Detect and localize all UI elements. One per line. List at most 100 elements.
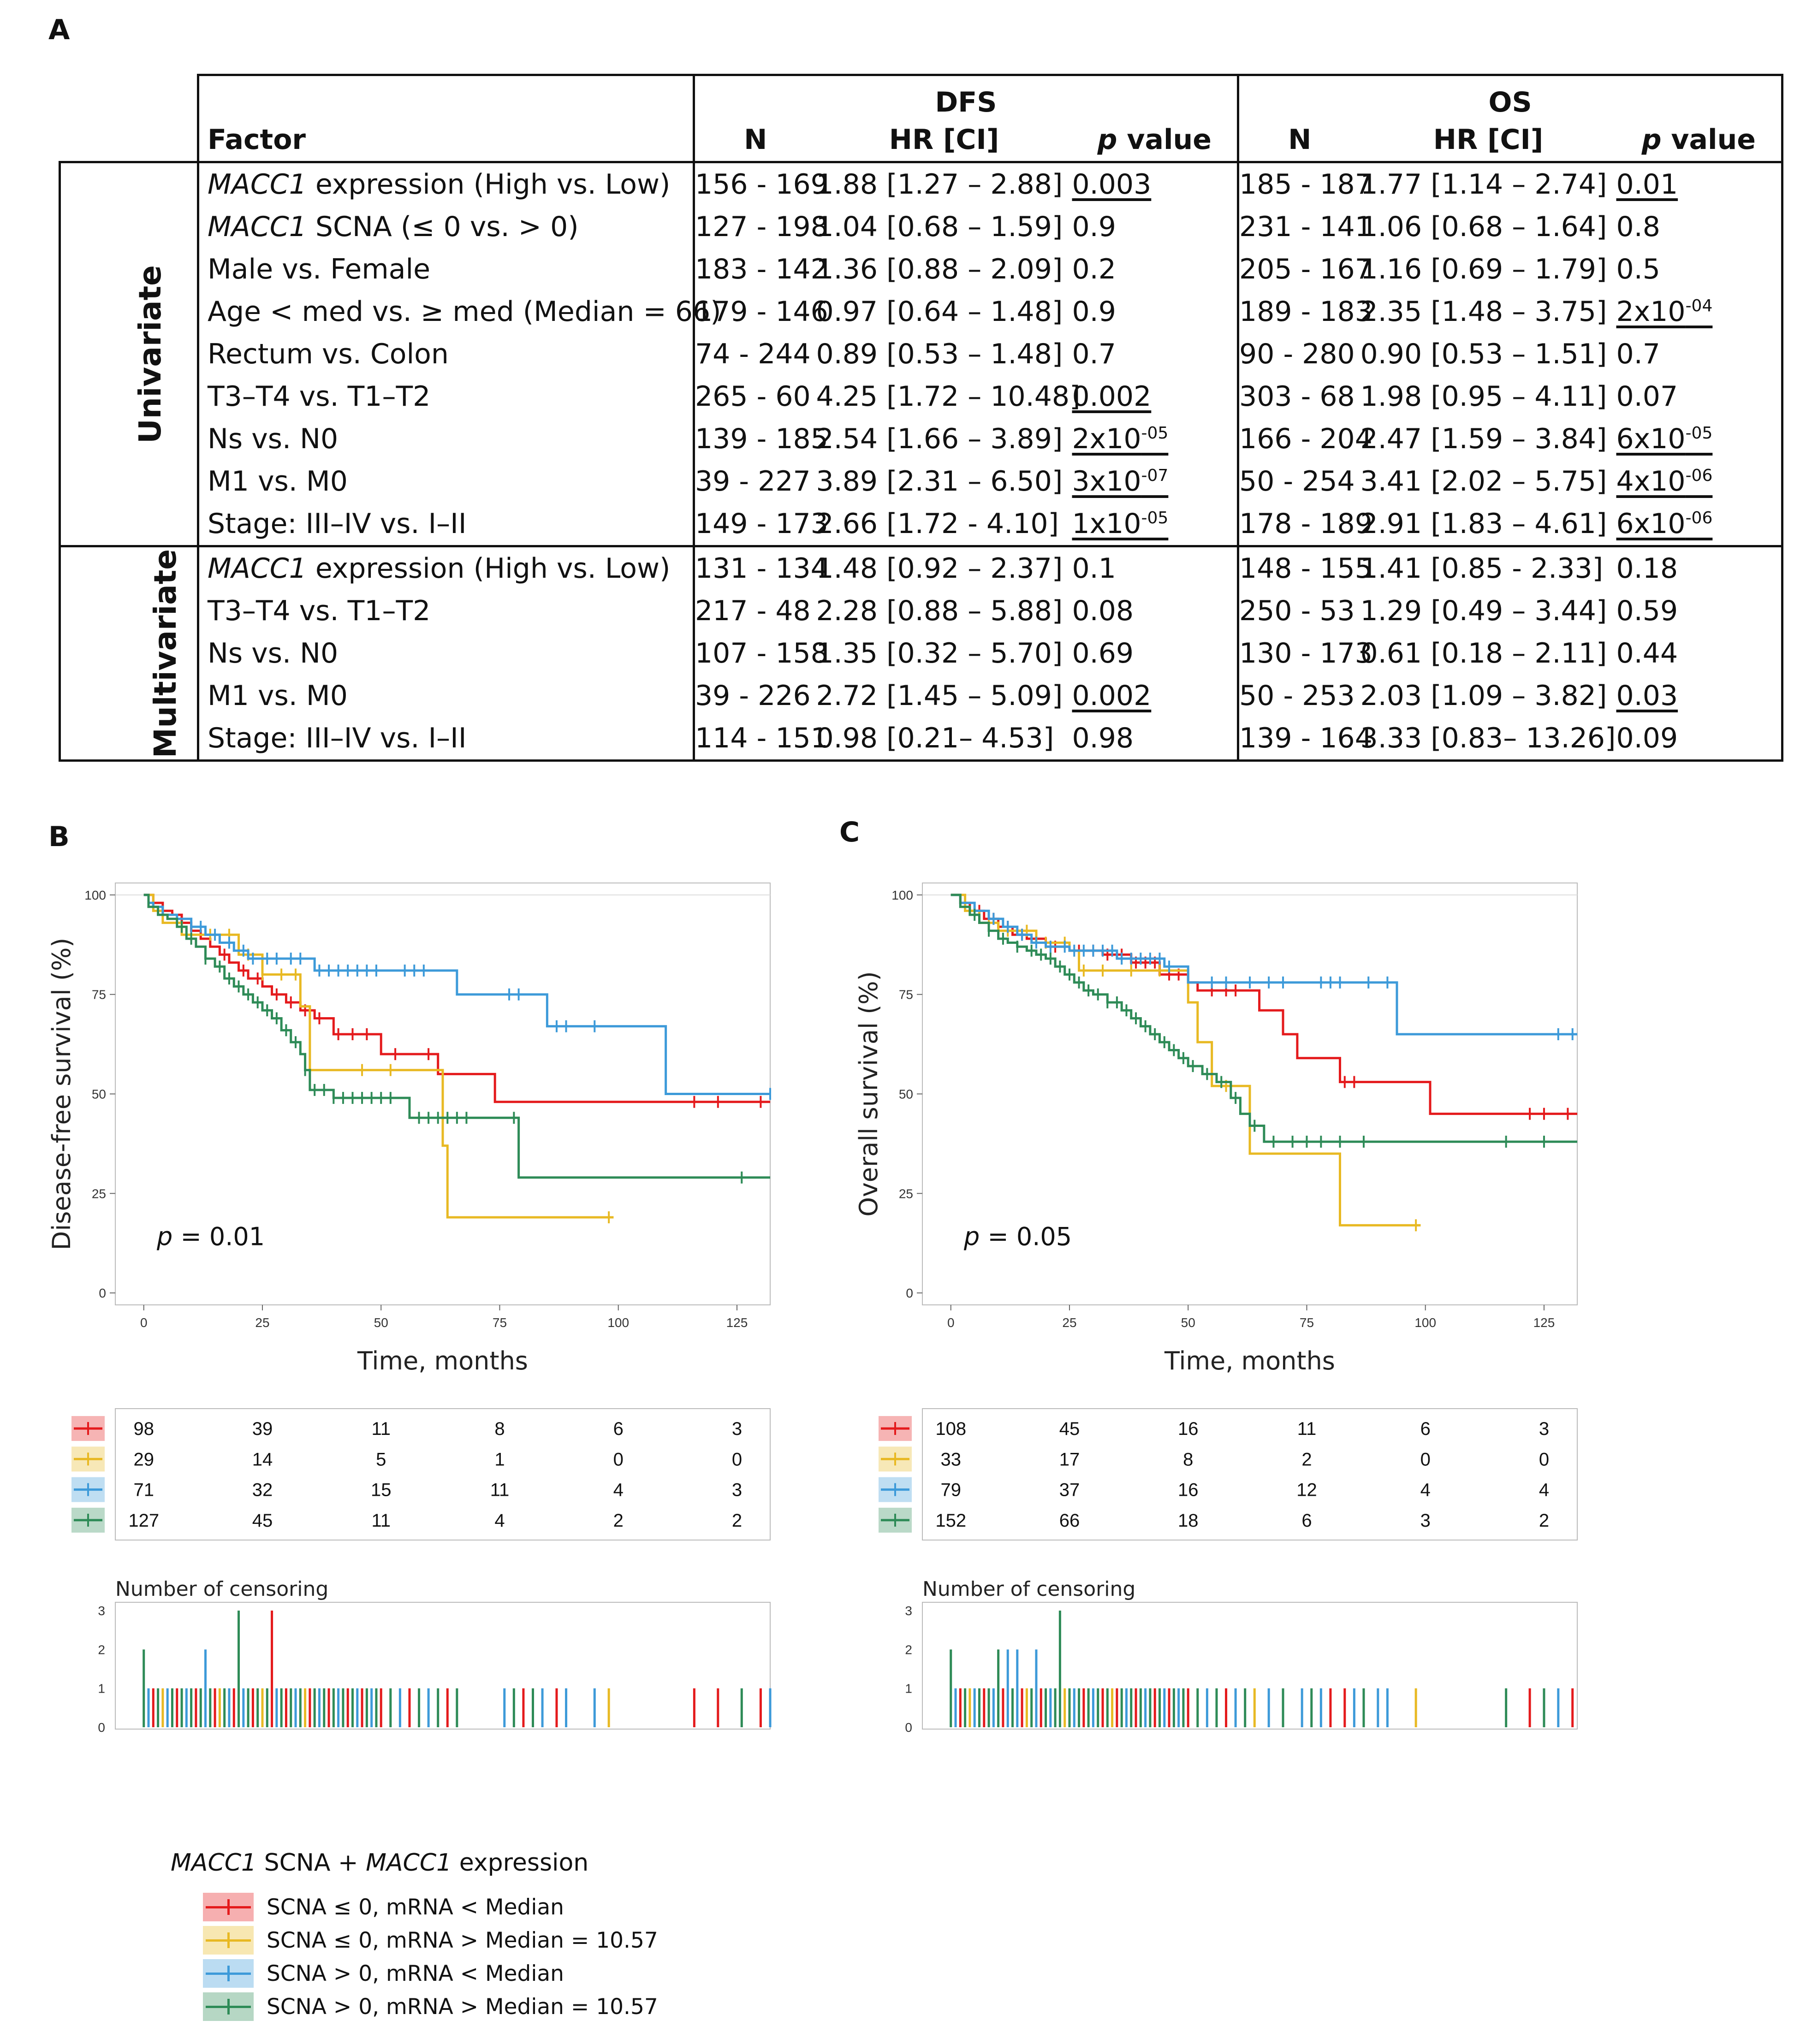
risk-count: 0 bbox=[613, 1449, 624, 1469]
dfs-n-cell: 265 - 60 bbox=[693, 375, 816, 418]
os-hr-cell: 3.41 [2.02 – 5.75] bbox=[1360, 465, 1607, 498]
factor-cell: Ns vs. N0 bbox=[197, 632, 694, 675]
legend-title: MACC1 SCNA + MACC1 expression bbox=[171, 1849, 589, 1877]
risk-count: 152 bbox=[935, 1511, 966, 1531]
os-n-cell: 90 - 280 bbox=[1237, 333, 1360, 375]
risk-count: 5 bbox=[376, 1449, 386, 1469]
panel-label-b: B bbox=[48, 821, 70, 853]
dfs-hr-cell: 0.97 [0.64 – 1.48] bbox=[816, 296, 1063, 328]
risk-count: 37 bbox=[1059, 1480, 1080, 1500]
os-p-cell: 6x10-05 bbox=[1616, 418, 1784, 460]
risk-count: 4 bbox=[494, 1511, 505, 1531]
y-axis-title: Overall survival (%) bbox=[854, 971, 883, 1216]
dfs-hr-cell: 1.88 [1.27 – 2.88] bbox=[816, 168, 1063, 201]
legend-item: SCNA > 0, mRNA < Median bbox=[171, 1957, 724, 1990]
legend-item: SCNA > 0, mRNA > Median = 10.57 bbox=[171, 1990, 724, 2023]
table-row: M1 vs. M0 39 - 226 2.72 [1.45 – 5.09] 0.002… bbox=[60, 675, 1784, 717]
os-n-cell: 50 - 254 bbox=[1237, 460, 1360, 503]
p-value-text: p = 0.01 bbox=[156, 1222, 265, 1251]
dfs-hr-cell: 1.48 [0.92 – 2.37] bbox=[816, 552, 1063, 585]
x-tick-label: 125 bbox=[726, 1315, 748, 1330]
factor-cell: M1 vs. M0 bbox=[197, 460, 694, 503]
factor-cell: MACC1 expression (High vs. Low) bbox=[197, 546, 694, 590]
dfs-p-cell: 0.69 bbox=[1072, 637, 1134, 669]
series-green bbox=[143, 894, 770, 1184]
os-p-cell: 0.03 bbox=[1616, 675, 1784, 717]
os-hr-cell: 1.77 [1.14 – 2.74] bbox=[1360, 168, 1607, 201]
y-tick-label: 0 bbox=[99, 1286, 106, 1300]
os-p-header: p value bbox=[1616, 118, 1784, 163]
y-tick-label: 25 bbox=[899, 1186, 913, 1201]
legend-item: SCNA ≤ 0, mRNA < Median bbox=[171, 1890, 724, 1924]
table-row: Male vs. Female 183 - 142 1.36 [0.88 – 2.0… bbox=[60, 248, 1784, 290]
dfs-p-cell: 0.002 bbox=[1072, 380, 1152, 413]
dfs-n-header: N bbox=[693, 118, 816, 163]
y-axis-title: Disease-free survival (%) bbox=[47, 938, 76, 1250]
risk-count: 79 bbox=[940, 1480, 961, 1500]
os-p-cell: 6x10-06 bbox=[1616, 503, 1784, 547]
dfs-n-cell: 139 - 185 bbox=[693, 418, 828, 460]
dfs-hr-cell: 2.54 [1.66 – 3.89] bbox=[816, 423, 1063, 455]
os-hr-cell: 2.91 [1.83 – 4.61] bbox=[1360, 503, 1616, 547]
risk-count: 3 bbox=[732, 1480, 742, 1500]
x-tick-label: 75 bbox=[493, 1315, 507, 1330]
risk-count: 2 bbox=[732, 1511, 742, 1531]
factor-header-top bbox=[197, 74, 694, 118]
risk-count: 71 bbox=[133, 1480, 154, 1500]
risk-count: 8 bbox=[494, 1419, 505, 1439]
os-p-cell: 2x10-04 bbox=[1616, 290, 1784, 333]
legend-items: SCNA ≤ 0, mRNA < Median SCNA ≤ 0, mRNA > … bbox=[171, 1890, 724, 2023]
x-tick-label: 100 bbox=[607, 1315, 629, 1330]
x-tick-label: 100 bbox=[1414, 1315, 1436, 1330]
factor-cell: Age < med vs. ≥ med (Median = 66) bbox=[197, 290, 721, 333]
dfs-n-cell: 179 - 146 bbox=[693, 290, 828, 333]
risk-count: 6 bbox=[613, 1419, 624, 1439]
dfs-p-cell: 0.2 bbox=[1072, 253, 1116, 285]
legend-label: SCNA > 0, mRNA > Median = 10.57 bbox=[267, 1994, 658, 2020]
x-tick-label: 75 bbox=[1300, 1315, 1314, 1330]
dfs-hr-cell: 0.98 [0.21– 4.53] bbox=[816, 717, 1072, 762]
risk-count: 3 bbox=[1539, 1419, 1549, 1439]
dfs-hr-header: HR [CI] bbox=[816, 118, 1072, 163]
table-row: MACC1 SCNA (≤ 0 vs. > 0) 127 - 198 1.04 [0… bbox=[60, 206, 1784, 248]
factor-cell: MACC1 SCNA (≤ 0 vs. > 0) bbox=[197, 206, 694, 248]
dfs-hr-cell: 4.25 [1.72 – 10.48] bbox=[816, 380, 1081, 413]
os-n-cell: 189 - 183 bbox=[1237, 290, 1372, 333]
km-curve bbox=[143, 894, 770, 1095]
y-tick-label: 25 bbox=[92, 1186, 106, 1201]
risk-count: 6 bbox=[1420, 1419, 1431, 1439]
os-p-cell: 0.09 bbox=[1616, 717, 1784, 762]
dfs-n-cell: 39 - 226 bbox=[693, 675, 816, 717]
dfs-p-cell: 0.9 bbox=[1072, 211, 1116, 243]
censoring-y-tick: 3 bbox=[98, 1604, 105, 1618]
dfs-hr-cell: 2.66 [1.72 - 4.10] bbox=[816, 503, 1072, 547]
multivariate-group-label: Multivariate bbox=[59, 546, 198, 762]
dfs-hr-cell: 3.89 [2.31 – 6.50] bbox=[816, 465, 1063, 498]
factor-cell: Rectum vs. Colon bbox=[197, 333, 694, 375]
km-curve bbox=[143, 894, 770, 1179]
table-row: M1 vs. M0 39 - 227 3.89 [2.31 – 6.50] 3x10-… bbox=[60, 460, 1784, 503]
risk-count: 1 bbox=[494, 1449, 505, 1469]
dfs-hr-cell: 2.72 [1.45 – 5.09] bbox=[816, 680, 1063, 712]
y-tick-label: 0 bbox=[906, 1286, 913, 1300]
table-row: Age < med vs. ≥ med (Median = 66) 179 - 1… bbox=[60, 290, 1784, 333]
os-hr-cell: 2.35 [1.48 – 3.75] bbox=[1360, 296, 1607, 328]
os-p-cell: 0.5 bbox=[1616, 248, 1784, 290]
risk-count: 66 bbox=[1059, 1511, 1080, 1531]
os-n-cell: 178 - 189 bbox=[1237, 503, 1372, 547]
dfs-n-cell: 156 - 169 bbox=[693, 162, 828, 206]
os-p-cell: 0.59 bbox=[1616, 590, 1784, 632]
dfs-p-header: p value bbox=[1072, 118, 1238, 163]
dfs-header: DFS bbox=[692, 74, 1238, 118]
os-hr-cell: 0.90 [0.53 – 1.51] bbox=[1360, 338, 1607, 370]
dfs-hr-cell: 1.36 [0.88 – 2.09] bbox=[816, 253, 1063, 285]
table-row: Stage: III–IV vs. I–II 114 - 151 0.98 [0.2… bbox=[60, 717, 1784, 762]
table-row: Stage: III–IV vs. I–II 149 - 173 2.66 [1.7… bbox=[60, 503, 1784, 547]
km-curve bbox=[951, 894, 1577, 1143]
table-row: Univariate MACC1 expression (High vs. Low… bbox=[59, 162, 1784, 547]
censoring-y-tick: 0 bbox=[98, 1720, 105, 1735]
censoring-frame bbox=[115, 1602, 771, 1730]
os-hr-cell: 1.16 [0.69 – 1.79] bbox=[1360, 253, 1607, 285]
os-n-cell: 205 - 167 bbox=[1237, 248, 1372, 290]
